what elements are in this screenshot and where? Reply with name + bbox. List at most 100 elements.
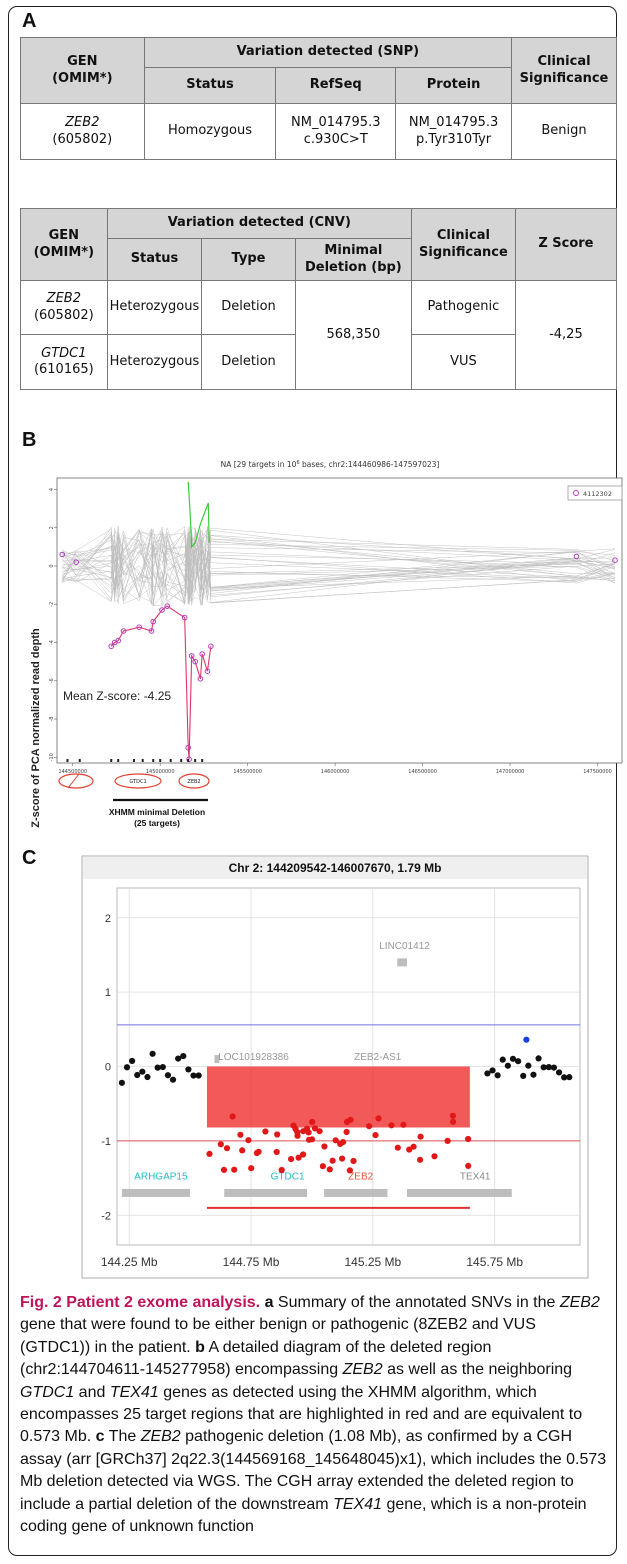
cgh-title-bar [83, 857, 587, 879]
sample-point [136, 624, 142, 630]
target-marker [201, 759, 204, 762]
probe-normal [504, 1062, 511, 1069]
snp-cell-refseq: NM_014795.3 c.930C>T [275, 103, 397, 160]
probe-loss [343, 1118, 351, 1125]
cgh-title: Chr 2: 144209542-146007670, 1.79 Mb [229, 861, 442, 875]
probe-loss [339, 1139, 347, 1146]
cnv-cell-gene: GTDC1 (610165) [20, 334, 108, 390]
probe-loss [417, 1156, 424, 1163]
probe-normal [494, 1072, 501, 1079]
caption-a-label: a [264, 1294, 274, 1311]
probe-normal [185, 1066, 192, 1073]
xhmm-legend-label: 4112302 [583, 490, 612, 498]
snp-header-refseq: RefSeq [275, 67, 397, 104]
gene-bar [324, 1188, 388, 1197]
y-tick-label: -6 [49, 678, 55, 683]
probe-loss [400, 1121, 407, 1128]
cnv-table: GEN (OMIM*) Variation detected (CNV) Clin… [20, 208, 618, 390]
sample-point [573, 553, 580, 560]
probe-loss [394, 1144, 401, 1151]
probe-loss [465, 1135, 472, 1143]
probe-normal [540, 1064, 547, 1071]
x-tick-label: 144500000 [58, 769, 87, 775]
probe-normal [169, 1076, 177, 1083]
cnv-cell-gene: ZEB2 (605802) [20, 280, 108, 335]
probe-loss [372, 1132, 379, 1139]
x-tick-label: 147000000 [496, 769, 525, 775]
probe-normal [123, 1064, 131, 1071]
sample-point [197, 676, 204, 682]
gene-label: TEX41 [460, 1172, 491, 1183]
cnv-header-clinical: Clinical Significance [410, 208, 516, 281]
gene-label: ZEB2-AS1 [354, 1052, 402, 1063]
snp-cell-gene: ZEB2 (605802) [20, 103, 145, 160]
probe-normal [535, 1055, 542, 1062]
probe-loss [217, 1141, 224, 1148]
cnv-header-type: Type [201, 238, 296, 281]
cnv-cell-type: Deletion [201, 280, 296, 335]
x-tick-label: 146500000 [408, 769, 437, 775]
probe-normal [118, 1079, 125, 1086]
reference-trace [62, 526, 616, 607]
probe-normal [144, 1073, 151, 1081]
reference-trace [62, 535, 616, 603]
target-marker [194, 759, 197, 762]
reference-trace [62, 532, 616, 606]
y-tick-label: -4 [49, 640, 55, 645]
probe-loss [229, 1113, 236, 1120]
xhmm-legend-box [567, 485, 623, 501]
caption-b-label: b [195, 1338, 205, 1356]
target-marker [117, 759, 120, 762]
gene-label: LOC101928386 [218, 1052, 289, 1063]
probe-loss [406, 1146, 413, 1153]
sample-point [59, 551, 66, 558]
probe-normal [195, 1072, 202, 1079]
target-marker [169, 759, 172, 762]
cnv-header-gen: GEN (OMIM*) [20, 208, 108, 281]
probe-normal [175, 1055, 182, 1062]
cnv-cell-status: Heterozygous [106, 280, 203, 335]
probe-loss [431, 1153, 438, 1160]
probe-loss [339, 1155, 346, 1162]
cgh-x-tick-label: 145.25 Mb [345, 1255, 402, 1269]
reference-trace [62, 528, 616, 606]
probe-normal [499, 1056, 506, 1063]
xhmm-deletion-targets: (25 targets) [134, 818, 180, 828]
sample-trace [110, 605, 212, 760]
cgh-y-tick-label: 0 [105, 1062, 111, 1074]
y-tick-label: -10 [49, 753, 55, 761]
cgh-y-tick-label: 1 [105, 987, 111, 999]
y-tick-label: 4 [49, 488, 55, 491]
cnv-header-min-deletion: Minimal Deletion (bp) [294, 238, 412, 281]
x-tick-label: 145000000 [146, 769, 175, 775]
xhmm-legend: 4112302 [567, 485, 623, 501]
cnv-cell-status: Heterozygous [106, 334, 203, 390]
snp-header-variation: Variation detected (SNP) [143, 37, 513, 68]
sample-point [185, 744, 191, 751]
xhmm-deletion-label: XHMM minimal Deletion [109, 807, 205, 817]
caption-title: Fig. 2 Patient 2 exome analysis. [20, 1294, 261, 1311]
reference-trace [62, 526, 616, 605]
gene-bar [214, 1055, 220, 1064]
probe-normal [154, 1064, 161, 1071]
probe-loss [262, 1128, 269, 1135]
xhmm-plot: NA [29 targets in 106 bases, chr2:144460… [30, 460, 623, 828]
probe-normal [149, 1050, 156, 1057]
probe-loss [237, 1131, 244, 1138]
cgh-y-tick-label: -2 [101, 1210, 111, 1222]
sample-point [199, 651, 205, 657]
snp-header-protein: Protein [395, 67, 513, 104]
probe-normal [484, 1070, 491, 1077]
probe-normal [180, 1052, 187, 1060]
probe-loss [305, 1129, 312, 1136]
probe-gain [523, 1036, 530, 1043]
target-marker [132, 759, 135, 762]
snp-header-gen: GEN (OMIM*) [20, 37, 145, 104]
gene-bar [121, 1188, 191, 1197]
gene-label-gtdc1: GTDC1 [129, 779, 146, 785]
probe-normal [489, 1067, 496, 1074]
probe-loss [444, 1137, 451, 1144]
probe-normal [530, 1071, 537, 1078]
probe-loss [206, 1150, 213, 1157]
sample-point [120, 628, 127, 634]
